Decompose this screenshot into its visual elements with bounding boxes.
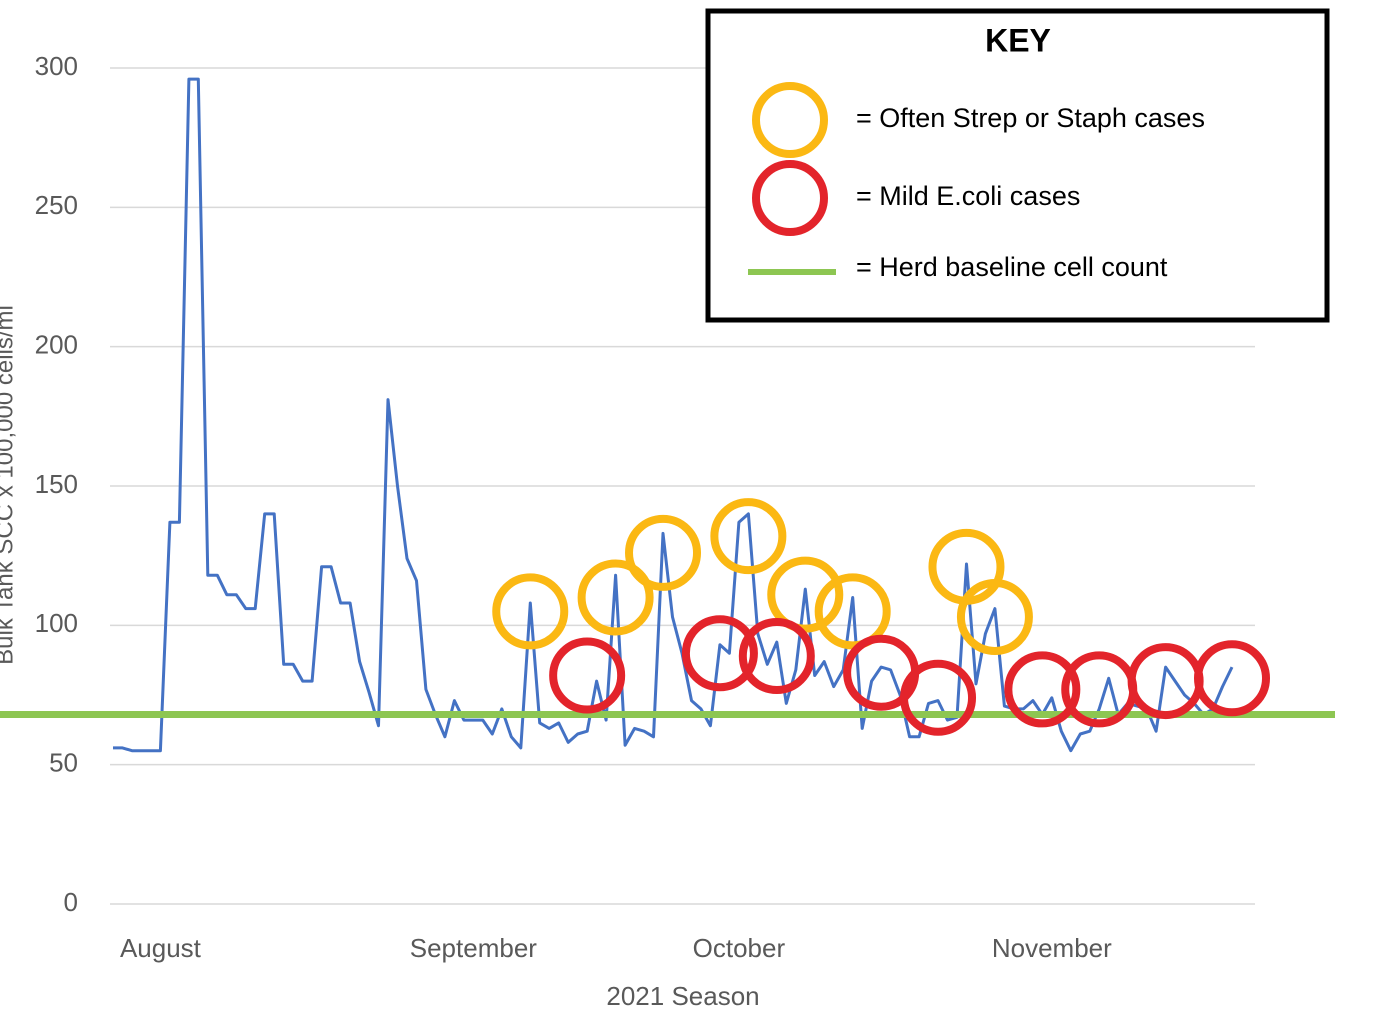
- case-circle: [625, 514, 702, 591]
- legend-box: [705, 8, 1330, 323]
- legend-label: = Mild E.coli cases: [856, 181, 1080, 211]
- y-tick-label: 0: [64, 887, 78, 917]
- case-circle: [492, 573, 569, 650]
- legend-swatch: [752, 160, 828, 236]
- case-circle: [814, 573, 891, 650]
- case-circle: [1194, 640, 1270, 717]
- case-circle: [956, 578, 1033, 655]
- x-tick-label: September: [410, 933, 538, 963]
- case-circle: [738, 617, 815, 694]
- x-axis-title: 2021 Season: [606, 981, 759, 1011]
- y-tick-label: 200: [35, 330, 78, 360]
- case-circle: [900, 659, 977, 736]
- x-tick-label: November: [992, 933, 1112, 963]
- case-circle: [549, 637, 626, 714]
- case-circle: [681, 615, 758, 692]
- y-tick-label: 100: [35, 608, 78, 638]
- legend-label: = Herd baseline cell count: [856, 252, 1168, 282]
- y-tick-label: 150: [35, 469, 78, 499]
- y-tick-label: 300: [35, 51, 78, 81]
- legend-label: = Often Strep or Staph cases: [856, 103, 1205, 133]
- y-tick-label: 50: [49, 748, 78, 778]
- case-circle: [767, 556, 844, 633]
- case-circle: [710, 498, 787, 575]
- case-circle: [577, 559, 654, 636]
- y-tick-label: 250: [35, 190, 78, 220]
- legend-swatch: [752, 82, 828, 158]
- x-tick-label: August: [120, 933, 202, 963]
- x-tick-label: October: [693, 933, 786, 963]
- y-axis-title: Bulk Tank SCC x 100,000 cells/ml: [0, 305, 18, 665]
- data-line: [113, 77, 1234, 753]
- case-circle: [1127, 643, 1204, 720]
- legend-title: KEY: [985, 22, 1051, 58]
- case-circle: [1004, 651, 1081, 728]
